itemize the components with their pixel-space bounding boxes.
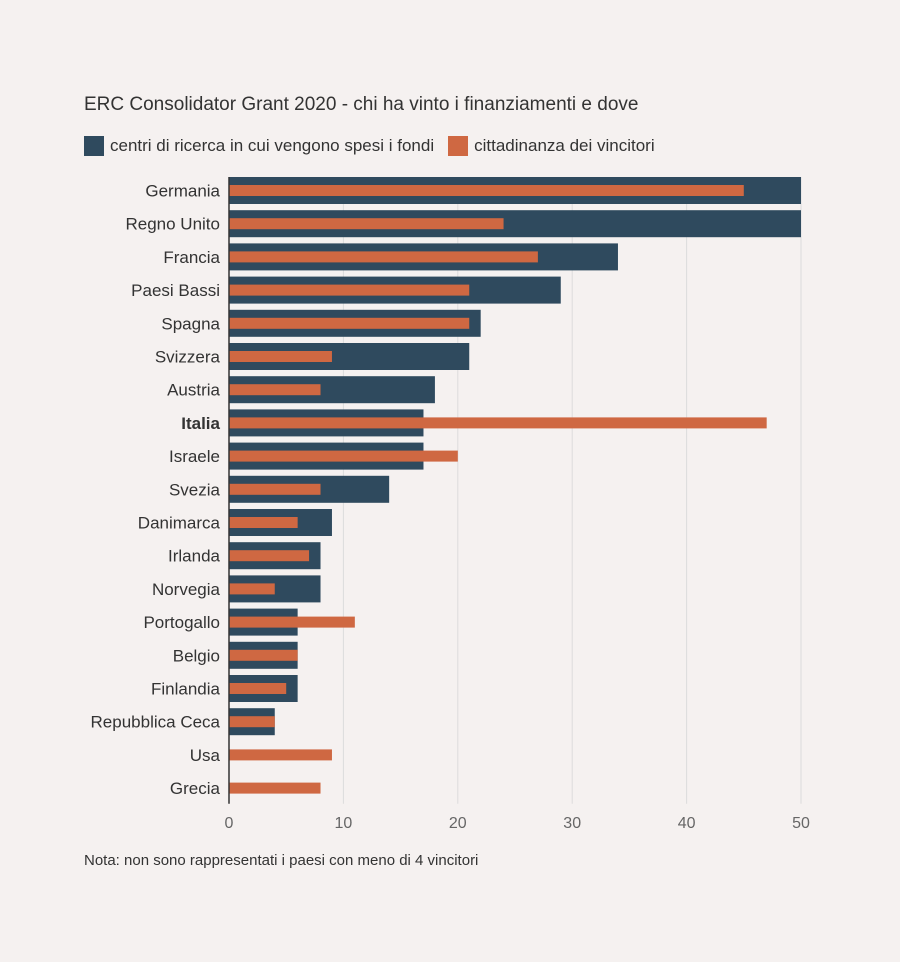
x-tick-label-1: 10 <box>335 815 353 832</box>
category-label-18: Grecia <box>170 779 221 798</box>
chart-title: ERC Consolidator Grant 2020 - chi ha vin… <box>84 94 639 115</box>
category-label-14: Belgio <box>173 646 220 665</box>
category-label-10: Danimarca <box>138 514 221 533</box>
category-label-9: Svezia <box>169 480 221 499</box>
x-tick-label-4: 40 <box>678 815 696 832</box>
bar-series1-9 <box>229 483 321 495</box>
category-label-2: Francia <box>163 248 220 267</box>
footnote: Nota: non sono rappresentati i paesi con… <box>84 852 479 869</box>
category-label-3: Paesi Bassi <box>131 281 220 300</box>
category-label-11: Irlanda <box>168 547 221 566</box>
legend-item-series1: cittadinanza dei vincitori <box>448 136 655 156</box>
x-tick-label-5: 50 <box>792 815 810 832</box>
category-label-12: Norvegia <box>152 580 221 599</box>
bar-series1-5 <box>229 351 332 362</box>
bar-series1-4 <box>229 317 470 329</box>
category-label-15: Finlandia <box>151 680 221 699</box>
legend: centri di ricerca in cui vengono spesi i… <box>84 136 669 156</box>
bar-series1-10 <box>229 517 298 528</box>
bar-series1-7 <box>229 417 767 429</box>
legend-label-series1: cittadinanza dei vincitori <box>474 136 655 155</box>
bar-series1-6 <box>229 384 321 396</box>
x-tick-label-3: 30 <box>563 815 581 832</box>
x-tick-label-2: 20 <box>449 815 467 832</box>
bar-series1-16 <box>229 716 275 728</box>
category-label-0: Germania <box>145 182 220 201</box>
bar-series1-2 <box>229 251 538 263</box>
category-label-6: Austria <box>167 381 220 400</box>
bar-series1-1 <box>229 218 504 230</box>
bar-series1-18 <box>229 782 321 794</box>
category-label-7: Italia <box>181 414 220 433</box>
bar-series1-0 <box>229 185 744 196</box>
category-label-5: Svizzera <box>155 348 221 367</box>
bar-series1-8 <box>229 450 458 462</box>
category-label-8: Israele <box>169 447 220 466</box>
x-tick-label-0: 0 <box>225 815 234 832</box>
legend-swatch-series1 <box>448 136 469 156</box>
category-label-16: Repubblica Ceca <box>91 713 221 732</box>
category-label-13: Portogallo <box>143 613 220 632</box>
bar-series1-12 <box>229 583 275 595</box>
category-label-1: Regno Unito <box>125 215 220 234</box>
bar-series1-17 <box>229 749 332 761</box>
category-label-17: Usa <box>190 746 221 765</box>
bar-series1-14 <box>229 649 298 661</box>
bar-series1-3 <box>229 284 470 296</box>
legend-item-series0: centri di ricerca in cui vengono spesi i… <box>84 136 434 156</box>
bar-series1-11 <box>229 550 310 562</box>
bar-series1-15 <box>229 683 287 694</box>
category-label-4: Spagna <box>161 314 220 333</box>
legend-label-series0: centri di ricerca in cui vengono spesi i… <box>110 136 435 155</box>
bar-series1-13 <box>229 616 355 628</box>
legend-swatch-series0 <box>84 136 104 156</box>
